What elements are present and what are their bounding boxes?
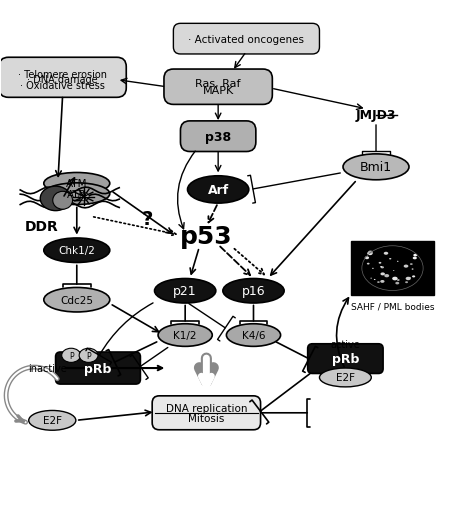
Text: Arf: Arf <box>208 184 229 196</box>
Ellipse shape <box>372 268 374 269</box>
Text: DNA replication: DNA replication <box>165 403 247 413</box>
Ellipse shape <box>223 279 284 303</box>
Text: ?: ? <box>142 210 153 229</box>
Ellipse shape <box>413 254 417 257</box>
Ellipse shape <box>44 183 110 205</box>
Text: Ras, Raf: Ras, Raf <box>195 79 241 89</box>
Ellipse shape <box>155 279 216 303</box>
Ellipse shape <box>397 279 400 281</box>
FancyBboxPatch shape <box>308 344 383 374</box>
Text: Mitosis: Mitosis <box>188 413 225 422</box>
Ellipse shape <box>377 281 380 284</box>
Ellipse shape <box>158 324 212 347</box>
Ellipse shape <box>409 277 411 279</box>
FancyBboxPatch shape <box>181 122 256 152</box>
Ellipse shape <box>368 251 373 254</box>
Ellipse shape <box>79 193 89 202</box>
Text: P: P <box>69 351 73 360</box>
Ellipse shape <box>29 411 76 431</box>
Ellipse shape <box>389 259 392 260</box>
Text: SAHF / PML bodies: SAHF / PML bodies <box>351 301 434 310</box>
Text: active: active <box>330 340 360 350</box>
Text: DDR: DDR <box>25 219 58 233</box>
Text: pRb: pRb <box>332 352 359 365</box>
Ellipse shape <box>380 267 382 268</box>
Text: Cdc25: Cdc25 <box>60 295 93 305</box>
FancyBboxPatch shape <box>152 396 261 430</box>
Ellipse shape <box>380 280 384 284</box>
Text: · DNA damage: · DNA damage <box>27 75 98 85</box>
Ellipse shape <box>365 257 369 260</box>
Ellipse shape <box>393 270 394 271</box>
Ellipse shape <box>367 252 373 256</box>
Text: p21: p21 <box>173 285 197 298</box>
Text: MAPK: MAPK <box>202 86 234 96</box>
FancyBboxPatch shape <box>0 58 126 98</box>
Text: Bmi1: Bmi1 <box>360 161 392 174</box>
Text: pRb: pRb <box>84 362 112 375</box>
Ellipse shape <box>412 276 415 278</box>
Ellipse shape <box>384 252 388 256</box>
Ellipse shape <box>62 349 81 363</box>
FancyBboxPatch shape <box>164 70 273 105</box>
Text: P: P <box>86 351 91 360</box>
Ellipse shape <box>384 274 389 278</box>
Ellipse shape <box>404 265 409 268</box>
Ellipse shape <box>343 155 409 180</box>
Ellipse shape <box>397 261 399 262</box>
Ellipse shape <box>367 263 370 265</box>
Text: · Activated oncogenes: · Activated oncogenes <box>189 35 304 45</box>
Text: JMJD3: JMJD3 <box>356 109 396 122</box>
Ellipse shape <box>40 187 71 211</box>
Ellipse shape <box>379 262 382 264</box>
Ellipse shape <box>370 278 372 279</box>
Ellipse shape <box>188 177 249 204</box>
Ellipse shape <box>44 173 110 195</box>
Ellipse shape <box>392 277 398 281</box>
Ellipse shape <box>79 349 98 363</box>
FancyBboxPatch shape <box>351 242 434 296</box>
Ellipse shape <box>410 264 413 266</box>
Ellipse shape <box>405 281 408 284</box>
Text: p53: p53 <box>180 224 233 248</box>
Ellipse shape <box>395 282 399 285</box>
FancyBboxPatch shape <box>55 352 140 384</box>
Ellipse shape <box>44 288 110 313</box>
Text: inactive: inactive <box>28 363 67 373</box>
Ellipse shape <box>44 239 110 263</box>
Text: · Telomere erosion: · Telomere erosion <box>18 69 107 79</box>
Ellipse shape <box>53 192 73 210</box>
Text: E2F: E2F <box>336 373 355 383</box>
Ellipse shape <box>406 277 411 280</box>
Text: p16: p16 <box>242 285 265 298</box>
Text: · Oxidative stress: · Oxidative stress <box>20 80 105 91</box>
Text: K1/2: K1/2 <box>173 330 197 341</box>
Ellipse shape <box>319 369 371 387</box>
Text: E2F: E2F <box>43 415 62 426</box>
FancyBboxPatch shape <box>173 24 319 55</box>
Text: K4/6: K4/6 <box>242 330 265 341</box>
Ellipse shape <box>227 324 281 347</box>
Ellipse shape <box>413 257 417 260</box>
Text: Chk1/2: Chk1/2 <box>58 246 95 256</box>
Ellipse shape <box>381 273 385 276</box>
Ellipse shape <box>411 269 413 270</box>
Text: p38: p38 <box>205 130 231 144</box>
Text: ATR: ATR <box>67 189 87 200</box>
Text: ATM: ATM <box>66 179 88 189</box>
Ellipse shape <box>381 267 384 269</box>
Ellipse shape <box>374 279 375 280</box>
